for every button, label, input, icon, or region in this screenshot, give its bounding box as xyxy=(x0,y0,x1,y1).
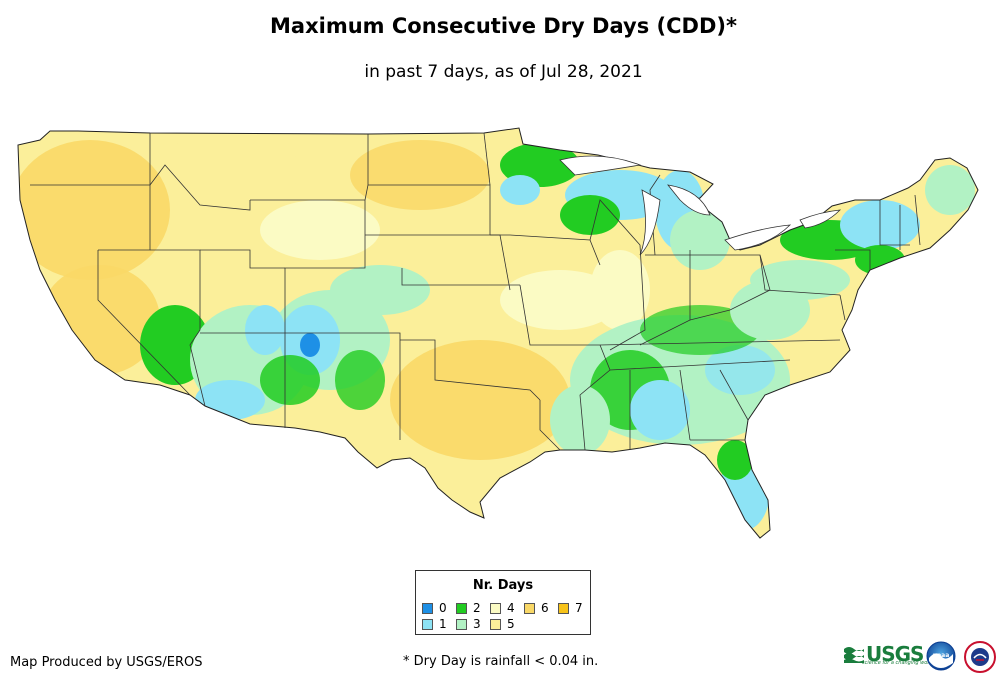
legend-label: 1 xyxy=(439,617,447,631)
precip-field xyxy=(18,128,978,538)
legend-swatch xyxy=(558,602,569,614)
legend-label: 6 xyxy=(541,601,549,615)
usgs-wave-icon xyxy=(844,647,864,663)
great-lakes xyxy=(559,155,842,256)
legend-label: 3 xyxy=(473,617,481,631)
legend-item: 7 xyxy=(558,601,583,615)
legend-swatch xyxy=(524,602,535,614)
dry-day-footnote: * Dry Day is rainfall < 0.04 in. xyxy=(403,654,599,669)
usgs-text: USGS xyxy=(866,642,924,666)
map-title: Maximum Consecutive Dry Days (CDD)* xyxy=(270,14,737,38)
legend-item: 5 xyxy=(490,617,515,631)
usgs-logo: USGS xyxy=(844,642,924,666)
legend-item: 0 xyxy=(422,601,447,615)
legend-swatch xyxy=(422,618,433,630)
nws-logo-icon xyxy=(964,641,996,673)
legend-label: 2 xyxy=(473,601,481,615)
legend-item: 6 xyxy=(524,601,549,615)
legend-label: 4 xyxy=(507,601,515,615)
legend-item: 1 xyxy=(422,617,447,631)
legend-item: 3 xyxy=(456,617,481,631)
legend-item: 4 xyxy=(490,601,515,615)
legend-swatch xyxy=(456,602,467,614)
usgs-tagline: science for a changing world xyxy=(862,660,934,666)
legend-label: 5 xyxy=(507,617,515,631)
agency-logos: USGS science for a changing world noaa xyxy=(840,636,1000,676)
map-subtitle: in past 7 days, as of Jul 28, 2021 xyxy=(364,62,643,82)
state-borders xyxy=(30,132,921,451)
legend-swatch xyxy=(456,618,467,630)
legend-swatch xyxy=(490,618,501,630)
legend-label: 7 xyxy=(575,601,583,615)
noaa-logo-icon: noaa xyxy=(926,641,956,671)
legend-swatch xyxy=(422,602,433,614)
producer-credit: Map Produced by USGS/EROS xyxy=(10,655,203,670)
noaa-text: noaa xyxy=(933,652,950,659)
legend: Nr. Days 0 1 2 3 4 5 6 xyxy=(415,570,591,635)
legend-title: Nr. Days xyxy=(472,578,534,593)
legend-swatch xyxy=(490,602,501,614)
legend-label: 0 xyxy=(439,601,447,615)
legend-item: 2 xyxy=(456,601,481,615)
